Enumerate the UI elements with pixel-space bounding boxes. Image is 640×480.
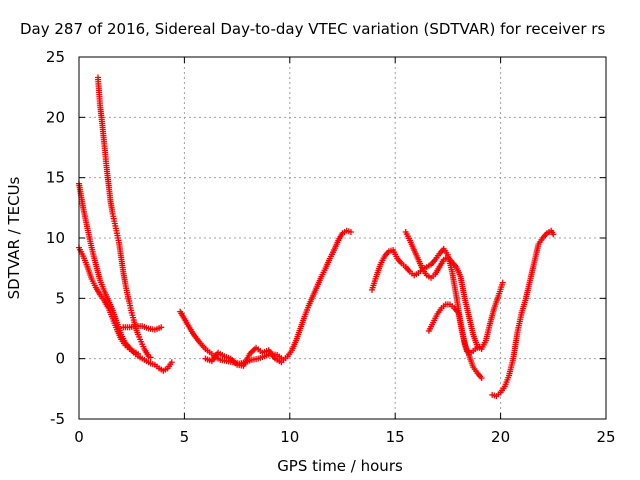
data-series-8	[402, 228, 506, 353]
axis-ticks: 0 5 10 15 20 25 -5 0 5 10 15 20 25	[46, 48, 616, 446]
x-tick-label: 10	[280, 428, 299, 446]
y-tick-label: 0	[55, 350, 65, 368]
data-series-6	[202, 344, 285, 369]
data-point	[499, 279, 506, 286]
data-points	[76, 74, 557, 400]
data-point	[135, 350, 142, 357]
data-point	[478, 374, 485, 381]
data-series-2	[76, 244, 142, 357]
y-tick-label: 10	[46, 229, 65, 247]
data-point	[158, 324, 165, 331]
y-tick-label: 20	[46, 108, 65, 126]
data-point	[347, 228, 354, 235]
data-series-3	[94, 74, 154, 361]
data-point	[168, 359, 175, 366]
data-series-9	[425, 301, 483, 356]
y-tick-label: 5	[55, 289, 65, 307]
data-point	[550, 231, 557, 238]
data-point	[278, 359, 285, 366]
x-tick-label: 20	[491, 428, 510, 446]
x-tick-label: 15	[386, 428, 405, 446]
data-point	[147, 354, 154, 361]
y-tick-label: 15	[46, 169, 65, 187]
data-series-7	[369, 245, 485, 381]
x-axis-title: GPS time / hours	[277, 457, 403, 475]
y-axis-title: SDTVAR / TECUs	[5, 176, 23, 299]
y-tick-label: 25	[46, 48, 65, 66]
data-series-10	[489, 227, 557, 400]
plot-frame	[78, 56, 607, 420]
y-tick-label: -5	[50, 410, 65, 428]
x-tick-label: 5	[180, 428, 190, 446]
data-series-4	[120, 323, 165, 333]
x-tick-label: 0	[74, 428, 84, 446]
data-point	[476, 343, 483, 350]
data-series-5	[177, 227, 354, 367]
chart-title: Day 287 of 2016, Sidereal Day-to-day VTE…	[20, 20, 605, 38]
grid	[79, 57, 606, 419]
x-tick-label: 25	[596, 428, 615, 446]
